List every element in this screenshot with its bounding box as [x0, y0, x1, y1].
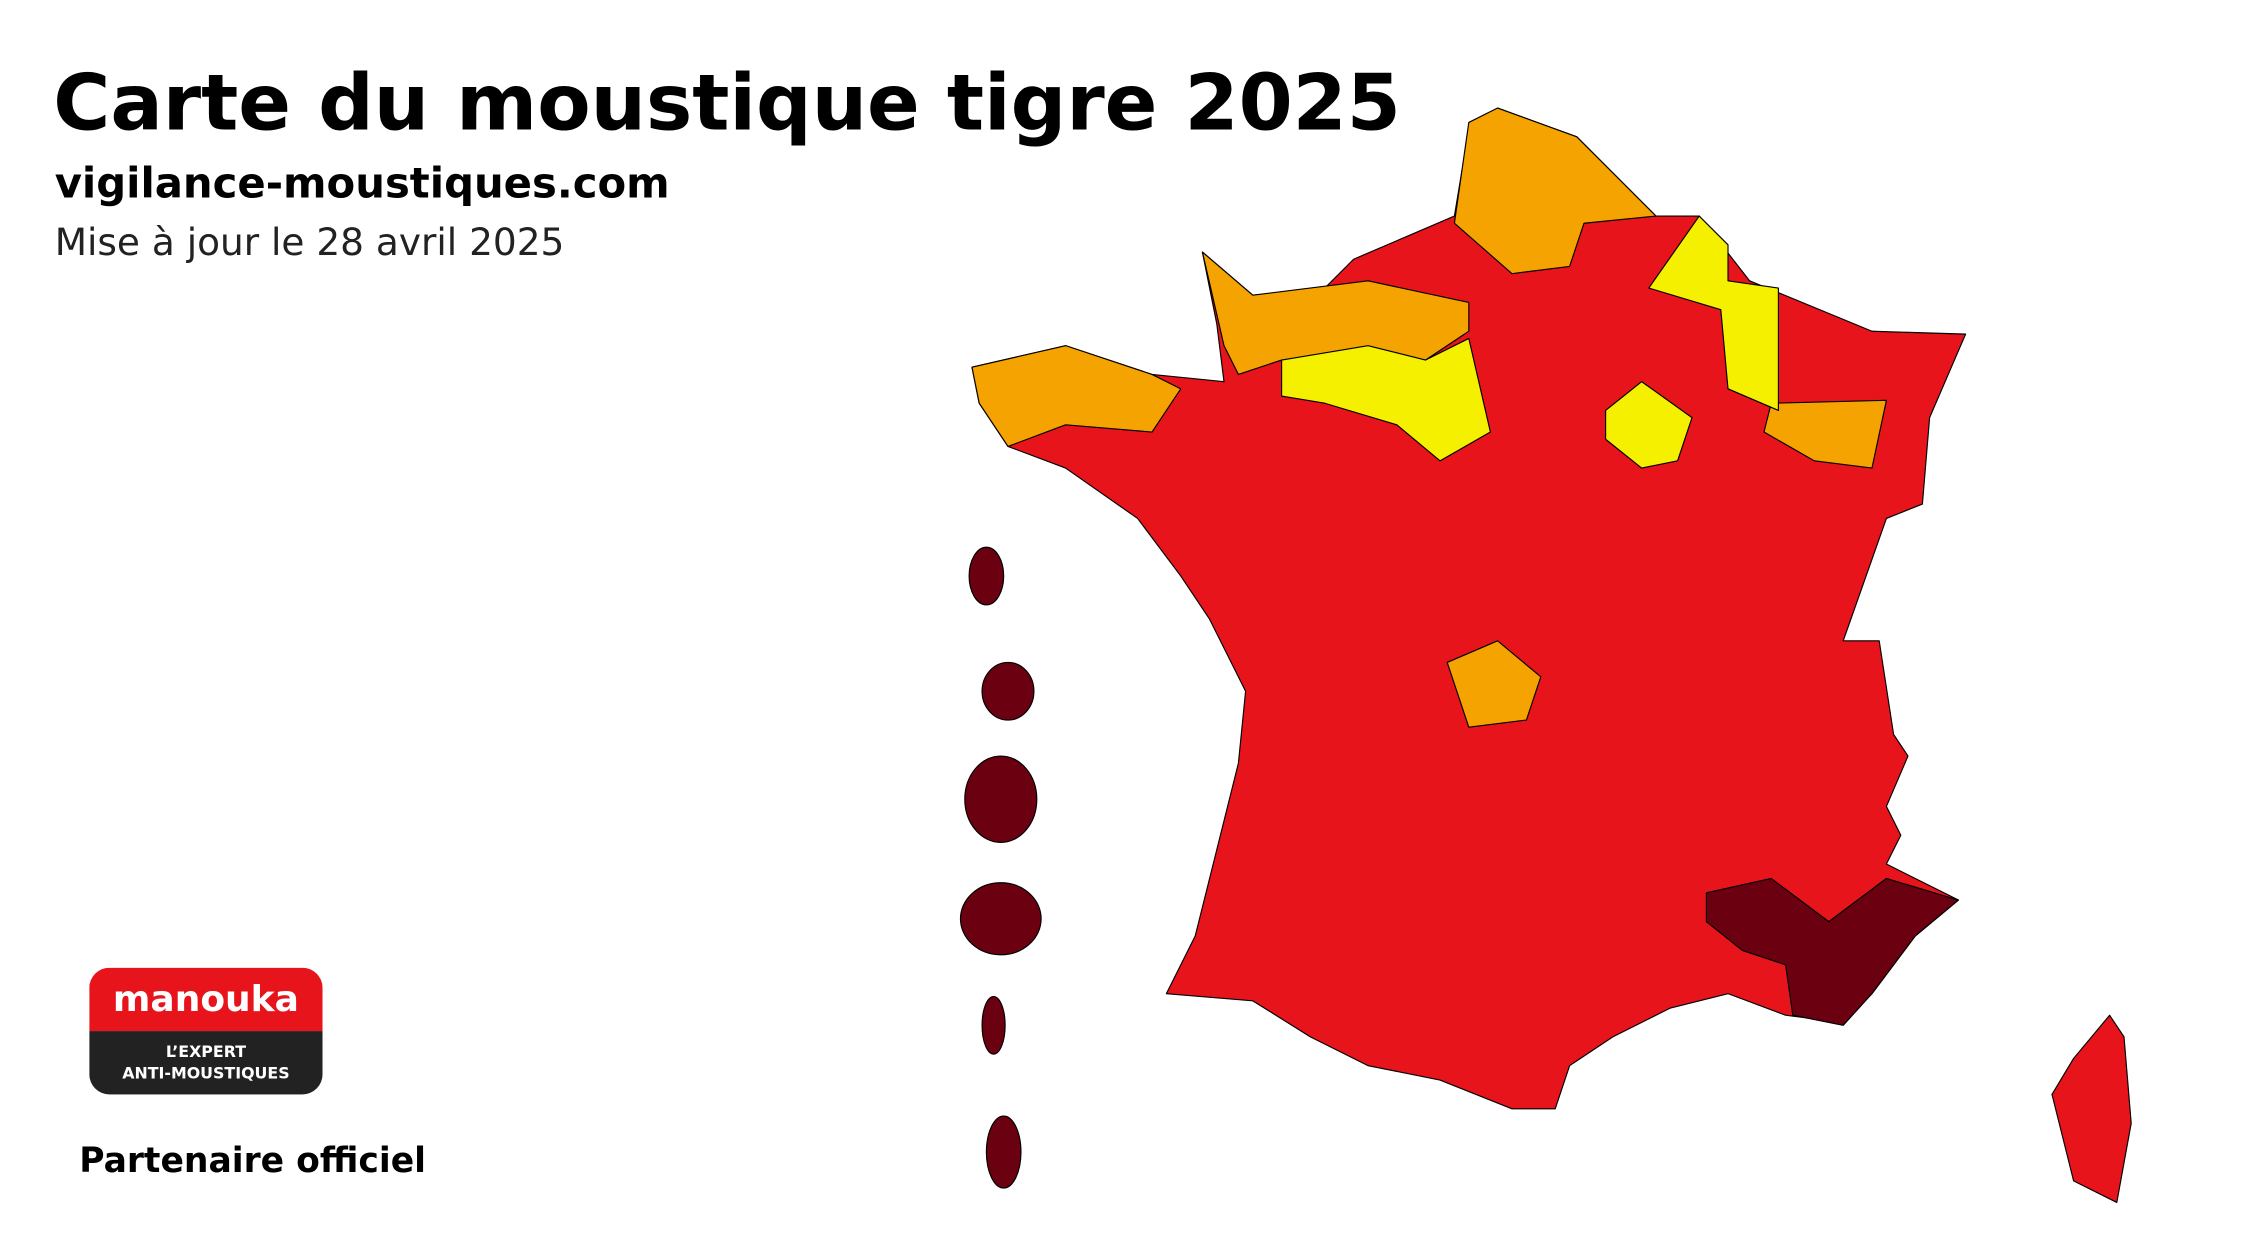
logo-brand: manouka [113, 979, 299, 1020]
title: Carte du moustique tigre 2025 [53, 59, 1401, 149]
region-yellow [1605, 381, 1693, 469]
overseas [981, 661, 1035, 721]
logo-top [89, 967, 323, 1032]
region-yellow [1281, 337, 1491, 462]
logo-tagline: L’EXPERT [166, 1042, 246, 1061]
site: vigilance-moustiques.com [55, 158, 670, 207]
overseas [964, 755, 1038, 844]
logo-bottom [89, 1031, 323, 1095]
region-dark [1705, 877, 1959, 1026]
region-yellow [1648, 215, 1779, 412]
region-orange [1453, 107, 1657, 275]
region-orange [1446, 640, 1542, 728]
partner-logo: manouka L’EXPERT ANTI-MOUSTIQUES [89, 967, 323, 1095]
partner-caption: Partenaire officiel [79, 1141, 426, 1181]
overseas [959, 882, 1042, 956]
corsica [2051, 1014, 2132, 1204]
overseas [985, 1115, 1022, 1189]
overseas [981, 995, 1006, 1055]
logo-tagline: ANTI-MOUSTIQUES [122, 1064, 289, 1083]
overseas [968, 546, 1005, 606]
region-orange [971, 345, 1182, 448]
region-orange [1763, 399, 1887, 469]
france-map [959, 107, 2132, 1204]
update-date: Mise à jour le 28 avril 2025 [55, 220, 565, 264]
